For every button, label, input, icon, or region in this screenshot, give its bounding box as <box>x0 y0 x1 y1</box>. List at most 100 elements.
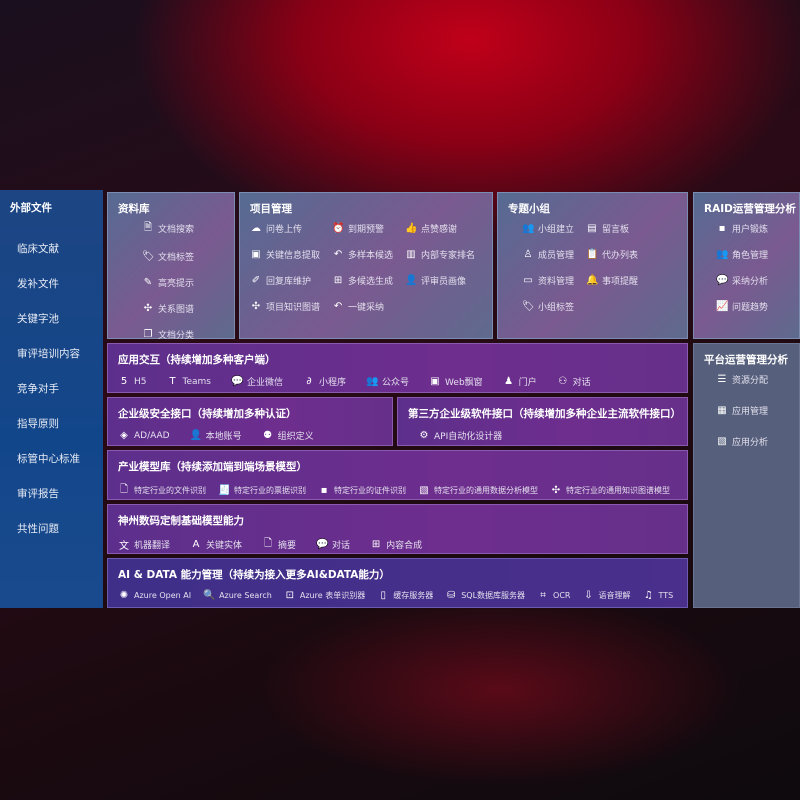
group-item[interactable]: 🏷 小组标签 <box>522 300 574 313</box>
alarm-icon: ⏰ <box>332 223 345 234</box>
raid-item-label: 角色管理 <box>732 251 769 261</box>
app-item[interactable]: ∂ 小程序 <box>303 375 346 388</box>
group-item[interactable]: 👥 小组建立 <box>522 222 574 235</box>
project-item-label: 项目知识图谱 <box>266 303 321 313</box>
ai-item[interactable]: ⛁ SQL数据库服务器 <box>445 590 525 601</box>
project-item-label: 关键信息提取 <box>266 251 321 261</box>
platform-item[interactable]: ☰ 资源分配 <box>716 373 769 386</box>
sidebar-item[interactable]: 竞争对手 <box>17 383 59 395</box>
project-item[interactable]: 👍 点赞感谢 <box>405 222 475 235</box>
app-item[interactable]: 💬 企业微信 <box>231 375 283 388</box>
miniprogram-icon: ∂ <box>306 376 312 387</box>
thirdparty-title: 第三方企业级软件接口（持续增加多种企业主流软件接口） <box>408 408 681 420</box>
app-item[interactable]: ⚇ 对话 <box>557 375 591 388</box>
app-item-label: 公众号 <box>382 378 410 388</box>
project-item[interactable]: ▣ 关键信息提取 <box>250 248 320 261</box>
app-item[interactable]: ▣ Web飘窗 <box>429 375 482 388</box>
app-item[interactable]: 5 H5 <box>118 375 147 388</box>
project-item[interactable]: 👤 评审员画像 <box>405 274 475 287</box>
ai-item[interactable]: ⇩ 语音理解 <box>583 590 631 601</box>
sidebar-item[interactable]: 标管中心标准 <box>17 453 80 465</box>
ai-item-label: 语音理解 <box>598 591 631 600</box>
base-item[interactable]: A 关键实体 <box>190 536 242 553</box>
industry-item[interactable]: ▧ 特定行业的通用数据分析模型 <box>418 482 538 499</box>
thirdparty-item[interactable]: ⚙ API自动化设计器 <box>418 429 503 442</box>
tag-icon: 🏷 <box>142 251 155 262</box>
sidebar-item[interactable]: 共性问题 <box>17 523 59 535</box>
project-item[interactable]: ✐ 回复库维护 <box>250 274 320 287</box>
group-item-label: 资料管理 <box>538 277 575 287</box>
sidebar-item[interactable]: 审评报告 <box>17 488 59 500</box>
project-item[interactable]: ↶ 一键采纳 <box>332 300 393 313</box>
gear-icon: ⚙ <box>419 430 429 441</box>
raid-item[interactable]: 💬 采纳分析 <box>716 274 768 287</box>
project-item[interactable]: ✣ 项目知识图谱 <box>250 300 320 313</box>
raid-item[interactable]: 👥 角色管理 <box>716 248 768 261</box>
raid-item[interactable]: ▪ 用户锻炼 <box>716 222 768 235</box>
app-item[interactable]: ♟ 门户 <box>503 375 537 388</box>
thirdparty-item-label: API自动化设计器 <box>434 432 503 442</box>
group-item[interactable]: 🔔 事项提醒 <box>586 274 638 287</box>
group-item-label: 留言板 <box>602 225 630 235</box>
project-item[interactable]: ☁ 问卷上传 <box>250 222 320 235</box>
entity-icon: A <box>192 539 200 550</box>
raid-panel: RAID运营管理分析 ▪ 用户锻炼 👥 角色管理 💬 采纳分析 📈 问题趋势 <box>693 192 800 339</box>
base-item[interactable]: 🗋 摘要 <box>262 536 296 553</box>
sidebar-item[interactable]: 发补文件 <box>17 278 59 290</box>
ai-item[interactable]: ▯ 缓存服务器 <box>377 590 433 601</box>
security-item-label: 本地账号 <box>205 432 242 442</box>
library-item[interactable]: ❐ 文档分类 <box>142 328 195 341</box>
group-item-label: 小组标签 <box>538 303 575 313</box>
app-item-label: 小程序 <box>319 378 347 388</box>
library-item-label: 高亮提示 <box>158 279 195 289</box>
tts-icon: ♫ <box>644 590 653 601</box>
raid-item[interactable]: 📈 问题趋势 <box>716 300 768 313</box>
app-item[interactable]: T Teams <box>167 375 211 388</box>
platform-panel: 平台运营管理分析 ☰ 资源分配 ▦ 应用管理 ▧ 应用分析 <box>693 343 800 608</box>
industry-item[interactable]: 🧾 特定行业的票据识别 <box>218 482 306 499</box>
base-item[interactable]: ⊞ 内容合成 <box>370 536 422 553</box>
chart-icon: ▧ <box>419 485 429 496</box>
group-item[interactable]: ▤ 留言板 <box>586 222 638 235</box>
graph-icon: ✣ <box>251 301 261 312</box>
security-item[interactable]: ⚉ 组织定义 <box>262 429 314 442</box>
platform-item[interactable]: ▦ 应用管理 <box>716 404 768 417</box>
security-item[interactable]: 👤 本地账号 <box>190 429 242 442</box>
ai-item[interactable]: ⊡ Azure 表单识别器 <box>284 590 366 601</box>
base-item[interactable]: 文机器翻译 <box>118 536 170 553</box>
chat-icon: 💬 <box>316 539 329 550</box>
project-item[interactable]: ▥ 内部专家排名 <box>405 248 475 261</box>
project-item[interactable]: ⏰ 到期预警 <box>332 222 393 235</box>
sidebar-item[interactable]: 临床文献 <box>17 243 59 255</box>
sidebar-item[interactable]: 审评培训内容 <box>17 348 80 360</box>
sidebar-item[interactable]: 指导原则 <box>17 418 59 430</box>
library-item[interactable]: ✎ 高亮提示 <box>142 276 194 289</box>
project-item[interactable]: ⊞ 多候选生成 <box>332 274 393 287</box>
ai-item[interactable]: ✺ Azure Open AI <box>118 590 191 601</box>
group-item[interactable]: 📋 代办列表 <box>586 248 638 261</box>
group-item[interactable]: ♙ 成员管理 <box>522 248 575 261</box>
project-item[interactable]: ↶ 多样本候选 <box>332 248 393 261</box>
ai-item[interactable]: ♫ TTS <box>643 590 673 601</box>
base-item[interactable]: 💬 对话 <box>316 536 350 553</box>
platform-item[interactable]: ▧ 应用分析 <box>716 435 768 448</box>
security-item[interactable]: ◈ AD/AAD <box>118 429 169 442</box>
industry-item[interactable]: 🗋 特定行业的文件识别 <box>118 482 206 499</box>
industry-item[interactable]: ✣ 特定行业的通用知识图谱模型 <box>550 482 670 499</box>
ai-item-label: Azure 表单识别器 <box>299 591 366 600</box>
library-item[interactable]: 🗎 文档搜索 <box>142 220 194 237</box>
app-item[interactable]: 👥 公众号 <box>366 375 409 388</box>
ai-item[interactable]: 🔍 Azure Search <box>203 590 272 601</box>
checklist-icon: ☰ <box>717 374 727 385</box>
ai-item[interactable]: ⌗ OCR <box>537 590 570 601</box>
industry-item[interactable]: ▪ 特定行业的证件识别 <box>318 482 406 499</box>
library-item[interactable]: ✣ 关系图谱 <box>142 302 194 315</box>
doc-search-icon: 🗎 <box>143 222 153 233</box>
library-item[interactable]: 🏷 文档标签 <box>142 250 194 263</box>
upload-cloud-icon: ☁ <box>251 223 261 234</box>
group-item[interactable]: ▭ 资料管理 <box>522 274 574 287</box>
ai-item-label: SQL数据库服务器 <box>461 591 526 600</box>
sidebar-item[interactable]: 关键字池 <box>17 313 59 325</box>
app-item-label: 对话 <box>572 378 591 388</box>
project-item-label: 回复库维护 <box>266 277 312 287</box>
